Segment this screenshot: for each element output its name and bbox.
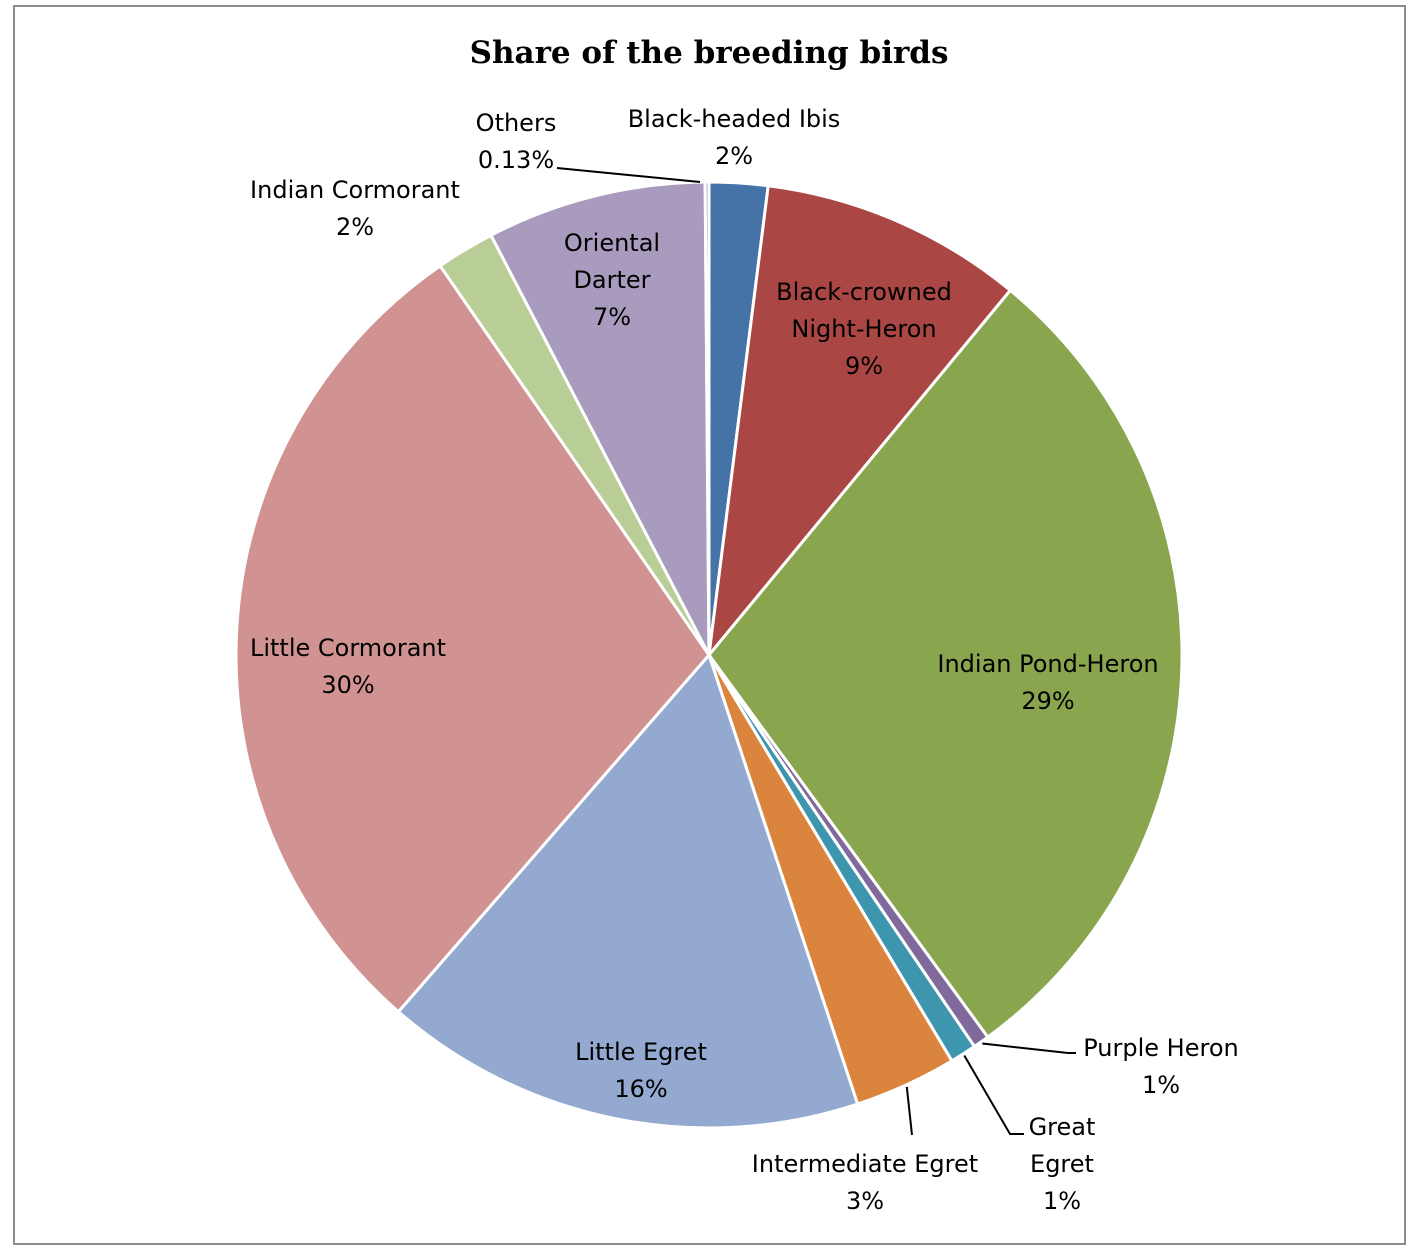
leader-line-intermediate-egret <box>905 1086 913 1136</box>
slice-label-intermediate-egret: Intermediate Egret 3% <box>752 1150 978 1215</box>
slice-label-black-headed-ibis: Black-headed Ibis 2% <box>628 105 841 170</box>
slice-label-others: Others 0.13% <box>476 109 557 174</box>
leader-line-great-egret <box>963 1054 1024 1135</box>
chart-title: Share of the breeding birds <box>470 35 949 71</box>
pie-slice-indian-pond-heron <box>707 288 1184 1039</box>
pie-slice-black-crowned-night-heron <box>707 184 1012 657</box>
slice-label-little-egret: Little Egret 16% <box>575 1038 707 1103</box>
slice-label-oriental-darter: Oriental Darter 7% <box>564 229 660 331</box>
slice-label-great-egret: Great Egret 1% <box>1029 1113 1096 1215</box>
slice-label-indian-cormorant: Indian Cormorant 2% <box>250 176 460 241</box>
pie-slice-others <box>703 180 711 657</box>
slice-label-black-crowned-night-heron: Black-crowned Night-Heron 9% <box>776 278 952 380</box>
leader-line-purple-heron <box>982 1042 1076 1054</box>
slice-label-purple-heron: Purple Heron 1% <box>1083 1034 1238 1099</box>
slice-label-little-cormorant: Little Cormorant 30% <box>250 634 446 699</box>
leader-line-others <box>556 167 701 183</box>
pie-slices <box>234 180 1184 1130</box>
pie-slice-oriental-darter <box>489 180 711 657</box>
slice-labels: Black-headed Ibis 2% Black-crowned Night-He… <box>250 105 1239 1215</box>
slice-label-indian-pond-heron: Indian Pond-Heron 29% <box>937 650 1158 715</box>
leader-lines <box>556 167 1076 1136</box>
pie-slice-little-cormorant <box>234 264 711 1014</box>
pie-slice-little-egret <box>396 653 860 1130</box>
